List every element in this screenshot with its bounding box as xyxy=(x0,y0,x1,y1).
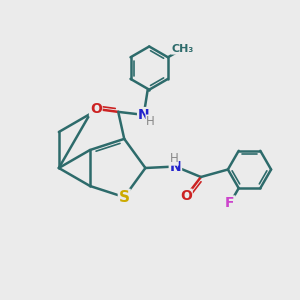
Text: CH₃: CH₃ xyxy=(171,44,193,54)
Text: S: S xyxy=(119,190,130,205)
Text: N: N xyxy=(169,160,181,173)
Text: H: H xyxy=(169,152,178,165)
Text: O: O xyxy=(180,190,192,203)
Text: O: O xyxy=(90,102,102,116)
Text: F: F xyxy=(225,196,235,210)
Text: N: N xyxy=(138,108,150,122)
Text: H: H xyxy=(146,115,155,128)
